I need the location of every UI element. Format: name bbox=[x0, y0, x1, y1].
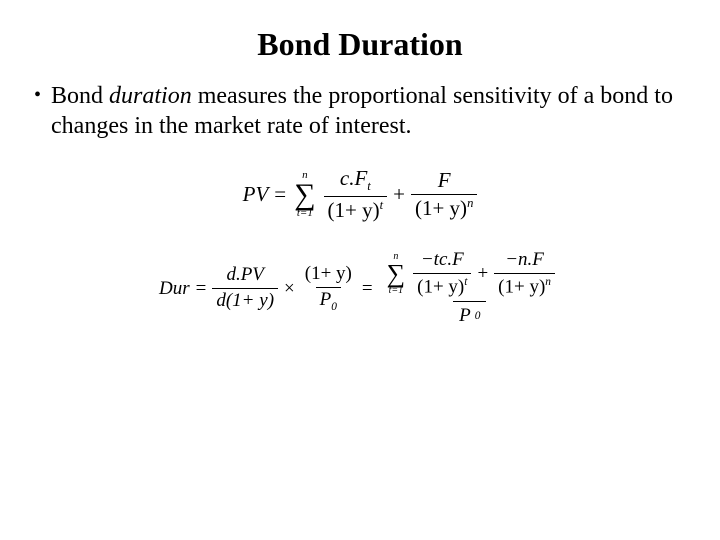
a-den: d(1+ y) bbox=[212, 288, 278, 312]
a-num: d.PV bbox=[222, 265, 267, 288]
fraction-term2: F (1+ y)n bbox=[411, 169, 477, 220]
term2-den-base: (1+ y) bbox=[415, 196, 467, 220]
slide: { "title": "Bond Duration", "bullet": { … bbox=[0, 0, 720, 540]
term1-den-base: (1+ y) bbox=[328, 198, 380, 222]
dur-lhs: Dur bbox=[159, 278, 190, 300]
term1-den-exp: t bbox=[380, 198, 384, 212]
fraction-b: (1+ y) P0 bbox=[301, 264, 356, 313]
sigma-icon: n ∑ t=1 bbox=[294, 170, 315, 219]
equals-sign-2: = bbox=[362, 278, 373, 300]
fraction-c: n ∑ t=1 −tc.F (1+ y)t + −n.F (1+ y)n bbox=[379, 250, 561, 327]
c-t1-den-exp: t bbox=[464, 276, 467, 288]
sum-lower: t=1 bbox=[297, 208, 313, 219]
bullet-prefix: Bond bbox=[51, 83, 109, 109]
b-den-sub: 0 bbox=[331, 301, 337, 313]
c-t1-den-base: (1+ y) bbox=[417, 276, 464, 297]
pv-lhs: PV bbox=[243, 182, 269, 207]
b-den-base: P bbox=[320, 289, 332, 310]
c-den-sub: 0 bbox=[475, 310, 481, 322]
term2-den-exp: n bbox=[467, 196, 473, 210]
bullet-italic: duration bbox=[109, 83, 192, 109]
formula-dur: Dur = d.PV d(1+ y) × (1+ y) P0 = n ∑ t=1 bbox=[30, 250, 690, 327]
term1-num: c.F bbox=[340, 166, 367, 190]
term1-num-sub: t bbox=[367, 179, 371, 193]
b-num: (1+ y) bbox=[301, 264, 356, 287]
fraction-a: d.PV d(1+ y) bbox=[212, 265, 278, 312]
c-t1-num: −tc.F bbox=[417, 250, 468, 273]
fraction-c-t1: −tc.F (1+ y)t bbox=[413, 250, 471, 298]
term2-num: F bbox=[434, 169, 455, 194]
plus-sign-2: + bbox=[477, 263, 488, 285]
c-den-base: P bbox=[459, 305, 471, 327]
sum-lower-2: t=1 bbox=[389, 286, 404, 296]
sigma-icon: n ∑ t=1 bbox=[387, 252, 406, 295]
formula-pv: PV = n ∑ t=1 c.Ft (1+ y)t + F (1+ y)n bbox=[30, 167, 690, 222]
fraction-c-t2: −n.F (1+ y)n bbox=[494, 250, 555, 298]
page-title: Bond Duration bbox=[30, 26, 690, 63]
c-t2-num: −n.F bbox=[501, 250, 548, 273]
equals-sign: = bbox=[274, 182, 286, 207]
bullet-item: • Bond duration measures the proportiona… bbox=[30, 81, 690, 141]
c-t2-den-base: (1+ y) bbox=[498, 276, 545, 297]
equals-sign: = bbox=[196, 278, 207, 300]
plus-sign: + bbox=[393, 182, 405, 207]
bullet-text: Bond duration measures the proportional … bbox=[51, 81, 690, 141]
fraction-term1: c.Ft (1+ y)t bbox=[324, 167, 388, 222]
c-t2-den-exp: n bbox=[545, 276, 551, 288]
bullet-marker: • bbox=[34, 81, 41, 110]
times-sign: × bbox=[284, 278, 295, 300]
